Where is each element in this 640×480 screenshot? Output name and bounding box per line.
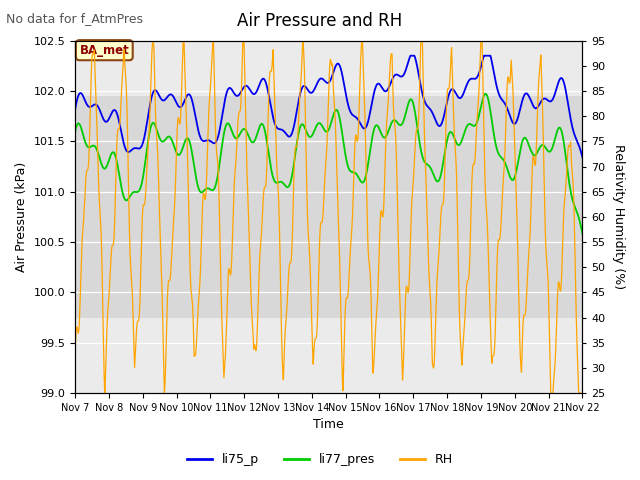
Y-axis label: Air Pressure (kPa): Air Pressure (kPa) bbox=[15, 162, 28, 272]
Text: No data for f_AtmPres: No data for f_AtmPres bbox=[6, 12, 143, 25]
Y-axis label: Relativity Humidity (%): Relativity Humidity (%) bbox=[612, 144, 625, 289]
X-axis label: Time: Time bbox=[314, 419, 344, 432]
Bar bbox=[75, 96, 582, 318]
Text: Air Pressure and RH: Air Pressure and RH bbox=[237, 12, 403, 30]
Legend: li75_p, li77_pres, RH: li75_p, li77_pres, RH bbox=[182, 448, 458, 471]
Text: BA_met: BA_met bbox=[79, 44, 129, 57]
